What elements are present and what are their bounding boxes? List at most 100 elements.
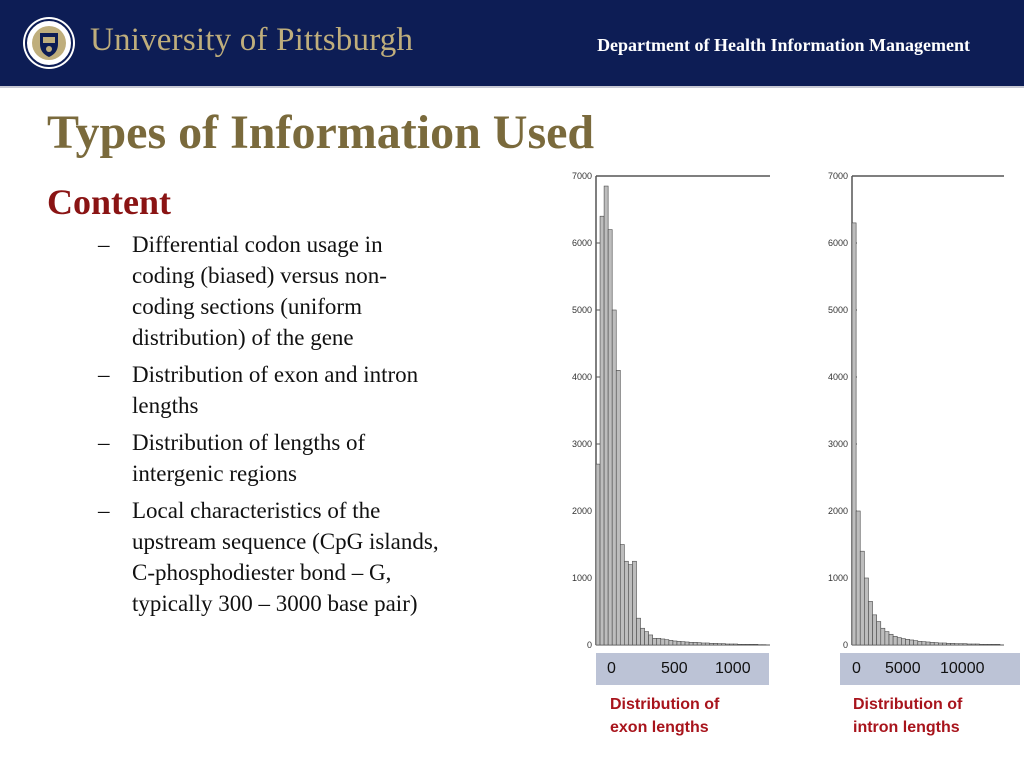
y-tick-label: 4000 bbox=[572, 372, 592, 382]
histogram-bar bbox=[611, 309, 617, 646]
caption-line: intron lengths bbox=[853, 719, 960, 736]
bullet-dash: – bbox=[98, 232, 110, 257]
histogram-bar bbox=[745, 644, 751, 646]
histogram-bar bbox=[905, 639, 910, 646]
histogram-bar bbox=[628, 564, 633, 646]
histogram-bar bbox=[668, 640, 674, 646]
bullet-item: – Differential codon usage in coding (bi… bbox=[98, 229, 568, 353]
histogram-bar bbox=[933, 642, 939, 646]
intron-length-histogram: 0 1000 2000 3000 4000 5000 6000 7000 bbox=[828, 171, 1004, 650]
bullet-line: C-phosphodiester bond – G, bbox=[132, 560, 392, 585]
histogram-bar bbox=[987, 644, 993, 646]
x-tick-label: 10000 bbox=[940, 660, 985, 677]
university-seal-icon bbox=[23, 17, 75, 69]
y-tick-label: 0 bbox=[843, 640, 848, 650]
histogram-bar bbox=[859, 550, 865, 646]
histogram-bar bbox=[753, 644, 759, 646]
histogram-bar bbox=[741, 644, 747, 646]
histogram-bar bbox=[958, 643, 964, 646]
histogram-bar bbox=[749, 644, 755, 646]
histogram-bar bbox=[603, 185, 609, 646]
histogram-bar bbox=[704, 642, 710, 646]
bullet-line: upstream sequence (CpG islands, bbox=[132, 529, 439, 554]
histogram-bar bbox=[888, 633, 894, 646]
bullet-line: intergenic regions bbox=[132, 461, 297, 486]
y-tick-label: 2000 bbox=[572, 506, 592, 516]
bullet-dash: – bbox=[98, 362, 110, 387]
histogram-bar bbox=[709, 643, 714, 646]
histogram-bar bbox=[652, 637, 658, 646]
histogram-bar bbox=[733, 643, 738, 646]
histogram-bar bbox=[929, 642, 935, 646]
histogram-bar bbox=[640, 627, 645, 646]
histogram-bar bbox=[644, 631, 649, 646]
y-tick-label: 0 bbox=[587, 640, 592, 650]
histogram-bar bbox=[632, 560, 637, 646]
histogram-bar bbox=[909, 639, 914, 646]
histogram-bar bbox=[946, 643, 951, 646]
intron-x-axis-labels: 0 5000 10000 bbox=[840, 653, 1020, 685]
histogram-bar bbox=[700, 642, 706, 646]
histogram-bar bbox=[917, 641, 923, 646]
y-tick-label: 1000 bbox=[572, 573, 592, 583]
bullet-line: typically 300 – 3000 base pair) bbox=[132, 591, 418, 616]
histogram-bar bbox=[979, 644, 984, 646]
x-tick-label: 1000 bbox=[715, 660, 751, 677]
histogram-bar bbox=[636, 617, 641, 646]
bullet-dash: – bbox=[98, 430, 110, 455]
histogram-bar bbox=[950, 643, 956, 646]
bullet-item: – Local characteristics of the upstream … bbox=[98, 495, 568, 619]
bullet-item: – Distribution of exon and intron length… bbox=[98, 359, 568, 421]
exon-x-axis-labels: 0 500 1000 bbox=[596, 653, 769, 685]
slide-title: Types of Information Used bbox=[47, 106, 595, 159]
bullet-line: coding (biased) versus non- bbox=[132, 263, 387, 288]
histogram-bar bbox=[729, 643, 734, 646]
histogram-bar bbox=[648, 634, 653, 646]
bullet-line: Differential codon usage in bbox=[132, 232, 383, 257]
histogram-bar bbox=[680, 641, 686, 646]
y-tick-label: 6000 bbox=[572, 238, 592, 248]
histogram-bar bbox=[872, 614, 877, 646]
exon-chart-caption: Distribution of exon lengths bbox=[610, 693, 719, 739]
histogram-bar bbox=[901, 638, 906, 646]
histogram-bar bbox=[688, 642, 694, 646]
histogram-bar bbox=[884, 631, 890, 646]
university-name: University of Pittsburgh bbox=[90, 22, 414, 58]
histogram-bar bbox=[868, 601, 873, 646]
x-tick-label: 0 bbox=[852, 660, 861, 677]
bullet-line: Distribution of exon and intron bbox=[132, 362, 419, 387]
caption-line: Distribution of bbox=[610, 696, 720, 713]
histogram-bar bbox=[864, 577, 869, 646]
intron-chart-caption: Distribution of intron lengths bbox=[853, 693, 962, 739]
histogram-bar bbox=[975, 643, 980, 646]
bullet-line: Distribution of lengths of bbox=[132, 430, 366, 455]
histogram-bar bbox=[962, 643, 968, 646]
histogram-bar bbox=[664, 639, 670, 646]
x-tick-label: 5000 bbox=[885, 660, 921, 677]
x-tick-label: 500 bbox=[661, 660, 688, 677]
y-tick-label: 2000 bbox=[828, 506, 848, 516]
histogram-bar bbox=[925, 641, 931, 646]
section-heading: Content bbox=[47, 182, 171, 222]
histogram-bar bbox=[656, 637, 662, 646]
histogram-bar bbox=[725, 643, 730, 646]
histogram-bar bbox=[913, 640, 919, 646]
header-divider bbox=[0, 86, 1024, 88]
y-tick-label: 7000 bbox=[828, 171, 848, 181]
histogram-bar bbox=[721, 643, 726, 646]
bullet-line: coding sections (uniform bbox=[132, 294, 362, 319]
histogram-bar bbox=[983, 644, 988, 646]
y-tick-label: 5000 bbox=[828, 305, 848, 315]
histogram-bar bbox=[595, 463, 601, 646]
histogram-bar bbox=[676, 641, 682, 646]
histogram-bar bbox=[970, 643, 976, 646]
histogram-bar bbox=[660, 638, 666, 646]
x-tick-label: 0 bbox=[607, 660, 616, 677]
histogram-bar bbox=[892, 635, 898, 646]
histogram-bar bbox=[737, 644, 743, 646]
histogram-bar bbox=[995, 644, 1001, 646]
histogram-bar bbox=[624, 560, 629, 646]
bullet-dash: – bbox=[98, 498, 110, 523]
histogram-bar bbox=[696, 642, 702, 646]
y-tick-label: 6000 bbox=[828, 238, 848, 248]
